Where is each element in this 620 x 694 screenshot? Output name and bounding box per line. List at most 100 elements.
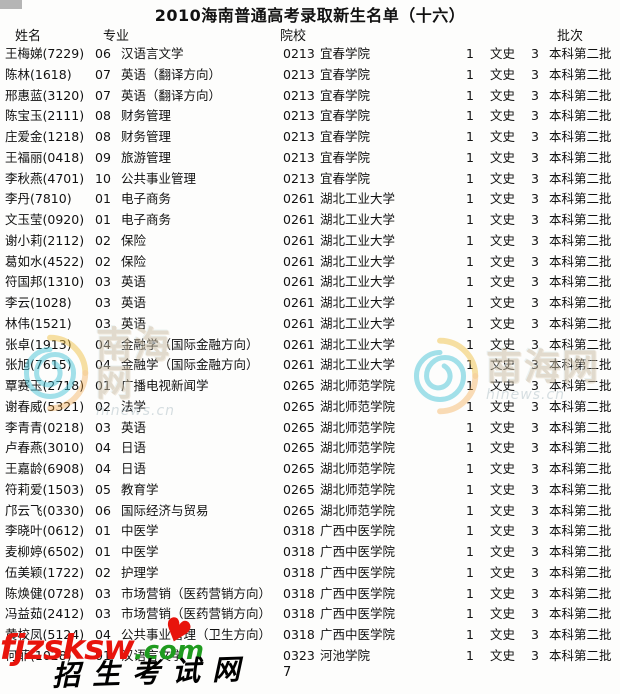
cell-batch: 本科第二批: [549, 232, 612, 248]
cell-inst-code: 0261: [283, 232, 315, 248]
cell-name: 覃赛玉(2718): [5, 378, 85, 393]
cell-category: 文史: [490, 440, 516, 456]
cell-category: 文史: [490, 108, 516, 124]
cell-institution: 湖北工业大学: [320, 232, 396, 248]
cell-major: 法学: [121, 398, 147, 414]
cell-count: 1: [466, 149, 474, 165]
cell-name: 陈林(1618): [5, 66, 72, 82]
cell-inst-code: 0261: [283, 212, 315, 227]
cell-major: 电子商务: [121, 191, 172, 207]
cell-count: 1: [466, 46, 474, 61]
cell-inst-code: 0265: [283, 398, 315, 414]
cell-count: 1: [466, 274, 474, 290]
cell-major-code: 03: [95, 295, 111, 310]
cell-major-code: 01: [95, 544, 111, 559]
cell-score: 3: [531, 129, 539, 144]
cell-score: 3: [531, 398, 539, 414]
table-row: 李晓叶(0612) 01 中医学 0318 广西中医学院 1 文史 3 本科第二批: [0, 521, 620, 542]
cell-name: 麦柳婷(6502): [5, 544, 85, 559]
cell-batch: 本科第二批: [549, 461, 612, 476]
cell-score: 3: [531, 191, 539, 207]
cell-major-code: 01: [95, 212, 111, 227]
table-row: 谢春威(5321) 02 法学 0265 湖北师范学院 1 文史 3 本科第二批: [0, 397, 620, 418]
cell-institution: 宜春学院: [320, 46, 371, 61]
cell-score: 3: [531, 378, 539, 393]
cell-category: 文史: [490, 627, 516, 642]
cell-count: 1: [466, 398, 474, 414]
cell-name: 王嘉龄(6908): [5, 461, 85, 476]
cell-count: 1: [466, 461, 474, 476]
cell-major-code: 01: [95, 378, 111, 393]
table-row: 李青青(0218) 03 英语 0265 湖北师范学院 1 文史 3 本科第二批: [0, 418, 620, 439]
cell-institution: 广西中医学院: [320, 544, 396, 559]
cell-batch: 本科第二批: [549, 440, 612, 456]
table-row: 邢惠蓝(3120) 07 英语（翻译方向） 0213 宜春学院 1 文史 3 本科第二批: [0, 86, 620, 107]
cell-name: 冯益茹(2412): [5, 606, 85, 622]
cell-score: 3: [531, 419, 539, 435]
cell-count: 1: [466, 295, 474, 310]
table-row: 李丹(7810) 01 电子商务 0261 湖北工业大学 1 文史 3 本科第二批: [0, 189, 620, 210]
cell-count: 1: [466, 191, 474, 207]
cell-institution: 湖北工业大学: [320, 357, 396, 373]
cell-inst-code: 0265: [283, 419, 315, 435]
cell-major-code: 07: [95, 66, 111, 82]
cell-category: 文史: [490, 87, 516, 103]
cell-batch: 本科第二批: [549, 87, 612, 103]
cell-batch: 本科第二批: [549, 606, 612, 622]
cell-category: 文史: [490, 46, 516, 61]
cell-category: 文史: [490, 398, 516, 414]
cell-major: 电子商务: [121, 212, 172, 227]
table-row: 谢小莉(2112) 02 保险 0261 湖北工业大学 1 文史 3 本科第二批: [0, 231, 620, 252]
cell-major: 公共事业管理（卫生方向）: [121, 627, 272, 642]
table-row: 陈焕健(0728) 03 市场营销（医药营销方向） 0318 广西中医学院 1 文史 3 本科第…: [0, 584, 620, 605]
table-row: 冯益茹(2412) 03 市场营销（医药营销方向） 0318 广西中医学院 1 文史 3 本科第…: [0, 604, 620, 625]
cell-category: 文史: [490, 647, 516, 663]
cell-count: 1: [466, 544, 474, 559]
cell-institution: 湖北师范学院: [320, 481, 396, 497]
cell-major-code: 02: [95, 232, 111, 248]
cell-score: 3: [531, 212, 539, 227]
cell-major-code: 02: [95, 398, 111, 414]
cell-inst-code: 0213: [283, 108, 315, 124]
cell-institution: 宜春学院: [320, 66, 371, 82]
cell-major: 英语（翻译方向）: [121, 87, 222, 103]
cell-category: 文史: [490, 149, 516, 165]
cell-score: 3: [531, 606, 539, 622]
table-row: 王梅娣(7229) 06 汉语言文学 0213 宜春学院 1 文史 3 本科第二批: [0, 44, 620, 65]
cell-major: 日语: [121, 461, 147, 476]
cell-institution: 宜春学院: [320, 170, 371, 186]
cell-batch: 本科第二批: [549, 502, 612, 518]
cell-score: 3: [531, 232, 539, 248]
cell-category: 文史: [490, 523, 516, 539]
cell-institution: 广西中医学院: [320, 606, 396, 622]
cell-batch: 本科第二批: [549, 66, 612, 82]
cell-count: 1: [466, 108, 474, 124]
cell-major: 中医学: [121, 523, 159, 539]
cell-category: 文史: [490, 461, 516, 476]
cell-batch: 本科第二批: [549, 149, 612, 165]
cell-score: 3: [531, 170, 539, 186]
cell-count: 1: [466, 378, 474, 393]
cell-category: 文史: [490, 170, 516, 186]
table-row: 文玉莹(0920) 01 电子商务 0261 湖北工业大学 1 文史 3 本科第二批: [0, 210, 620, 231]
scan-artifact: [0, 0, 22, 9]
cell-institution: 宜春学院: [320, 149, 371, 165]
cell-name: 陈宝玉(2111): [5, 108, 85, 124]
cell-major: 护理学: [121, 564, 159, 580]
cell-count: 1: [466, 564, 474, 580]
cell-major: 教育学: [121, 481, 159, 497]
table-row: 符莉爱(1503) 05 教育学 0265 湖北师范学院 1 文史 3 本科第二批: [0, 480, 620, 501]
cell-inst-code: 0213: [283, 170, 315, 186]
cell-batch: 本科第二批: [549, 336, 612, 352]
cell-score: 3: [531, 274, 539, 290]
cell-inst-code: 0261: [283, 191, 315, 207]
cell-major-code: 06: [95, 502, 111, 518]
cell-name: 卢春燕(3010): [5, 440, 85, 456]
cell-inst-code: 0318: [283, 585, 315, 601]
cell-institution: 广西中医学院: [320, 627, 396, 642]
cell-category: 文史: [490, 274, 516, 290]
cell-score: 3: [531, 315, 539, 331]
cell-name: 符莉爱(1503): [5, 481, 85, 497]
cell-score: 3: [531, 627, 539, 642]
cell-batch: 本科第二批: [549, 315, 612, 331]
